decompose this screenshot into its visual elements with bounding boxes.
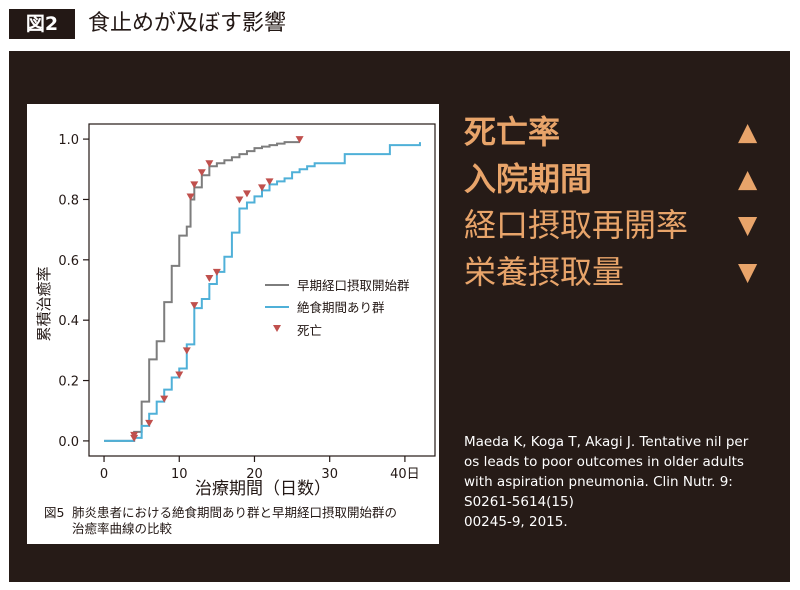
caption-line-1: 肺炎患者における絶食期間あり群と早期経口摂取開始群の bbox=[72, 505, 398, 520]
y-axis-label: 累積治癒率 bbox=[35, 266, 53, 341]
caption-number: 図5 bbox=[44, 505, 65, 520]
death-marker bbox=[182, 347, 191, 355]
caption-line-2: 治癒率曲線の比較 bbox=[72, 521, 173, 536]
figure-badge: 図2 bbox=[9, 9, 75, 39]
death-marker bbox=[160, 395, 169, 403]
effect-label-mortality: 死亡率 bbox=[464, 113, 561, 151]
down-triangle-icon: ▼ bbox=[738, 257, 758, 286]
plot-frame bbox=[88, 123, 436, 457]
death-marker bbox=[235, 196, 244, 204]
death-marker bbox=[130, 431, 139, 439]
x-tick-label: 40日 bbox=[390, 467, 420, 482]
death-marker bbox=[265, 178, 274, 186]
reference-line: 00245-9, 2015. bbox=[464, 514, 568, 530]
y-tick-label: 0.8 bbox=[58, 193, 79, 208]
up-triangle-icon: ▲ bbox=[738, 164, 758, 193]
legend-label-0: 早期経口摂取開始群 bbox=[297, 278, 410, 293]
figure-caption: 図5 肺炎患者における絶食期間あり群と早期経口摂取開始群の 治癒率曲線の比較 bbox=[44, 505, 439, 537]
reference-line: os leads to poor outcomes in older adult… bbox=[464, 454, 744, 470]
effect-label-oral-resumption: 経口摂取再開率 bbox=[464, 206, 689, 244]
legend-label-1: 絶食期間あり群 bbox=[297, 300, 385, 315]
page-title: 食止めが及ぼす影響 bbox=[88, 11, 287, 36]
death-marker bbox=[205, 160, 214, 168]
effect-label-nutrition-intake: 栄養摂取量 bbox=[464, 253, 625, 291]
legend-death-marker bbox=[273, 325, 281, 332]
death-marker bbox=[212, 268, 221, 276]
series-line-0 bbox=[104, 141, 300, 442]
reference-line: S0261-5614(15) bbox=[464, 494, 574, 510]
legend-label-deaths: 死亡 bbox=[297, 323, 322, 338]
x-tick-label: 20 bbox=[246, 467, 263, 482]
x-tick-label: 10 bbox=[171, 467, 188, 482]
x-axis-label: 治療期間（日数） bbox=[195, 479, 331, 499]
death-marker bbox=[295, 136, 304, 144]
x-tick-label: 30 bbox=[321, 467, 338, 482]
x-tick-label: 0 bbox=[100, 467, 108, 482]
y-tick-label: 1.0 bbox=[58, 133, 79, 148]
death-marker bbox=[145, 419, 154, 427]
death-marker bbox=[258, 184, 266, 192]
y-tick-label: 0.6 bbox=[58, 254, 79, 269]
death-marker bbox=[190, 302, 199, 310]
death-marker bbox=[205, 274, 214, 282]
up-triangle-icon: ▲ bbox=[738, 117, 758, 146]
reference-line: Maeda K, Koga T, Akagi J. Tentative nil … bbox=[464, 434, 749, 450]
death-marker bbox=[197, 169, 206, 177]
y-tick-label: 0.4 bbox=[58, 314, 79, 329]
reference-citation: Maeda K, Koga T, Akagi J. Tentative nil … bbox=[464, 432, 784, 532]
death-marker bbox=[242, 190, 251, 198]
y-tick-label: 0.2 bbox=[58, 375, 79, 390]
death-marker bbox=[190, 181, 199, 189]
down-triangle-icon: ▼ bbox=[738, 210, 758, 239]
reference-line: with aspiration pneumonia. Clin Nutr. 9: bbox=[464, 474, 733, 490]
chart-figure: 0 10 20 30 40日 0.0 0.2 0.4 0.6 0.8 1.0 累積治癒率 治療期間（… bbox=[27, 104, 439, 544]
survival-chart: 0 10 20 30 40日 0.0 0.2 0.4 0.6 0.8 1.0 累積治癒率 治療期間（… bbox=[35, 123, 436, 499]
death-marker bbox=[186, 193, 195, 201]
y-tick-label: 0.0 bbox=[58, 435, 79, 450]
death-marker bbox=[175, 371, 184, 379]
effect-label-hospital-stay: 入院期間 bbox=[464, 160, 593, 198]
